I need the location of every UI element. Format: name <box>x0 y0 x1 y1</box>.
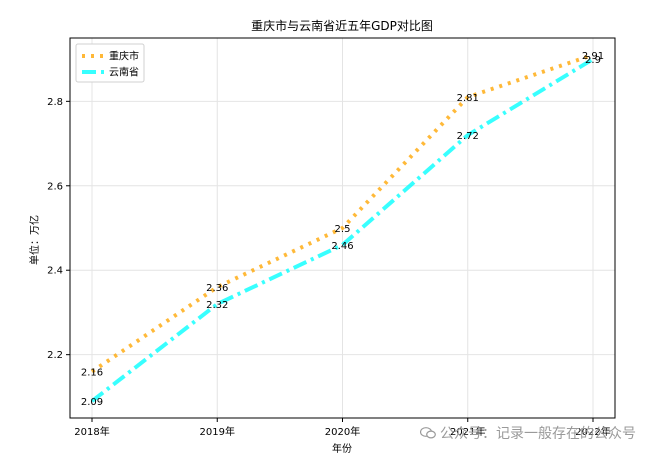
grid-lines <box>70 38 615 418</box>
data-label: 2.16 <box>81 368 103 379</box>
x-tick-label: 2018年 <box>74 425 109 438</box>
axes: 2018年 2019年 2020年 2021年 2022年 2.2 2.4 2.6 2.8 <box>47 37 616 438</box>
y-tick-label: 2.2 <box>47 350 63 361</box>
x-tick-label: 2021年 <box>450 425 485 438</box>
data-labels: 2.16 2.36 2.5 2.81 2.91 2.09 2.32 2.46 2.72 2.9 <box>81 51 604 408</box>
watermark: 公众号：记录一般存在的公众号 <box>419 423 636 443</box>
data-label: 2.81 <box>457 93 479 104</box>
data-label: 2.9 <box>585 55 601 66</box>
data-label: 2.91 <box>582 51 604 62</box>
watermark-text: 公众号：记录一般存在的公众号 <box>440 426 636 442</box>
chart-title: 重庆市与云南省近五年GDP对比图 <box>251 18 433 33</box>
y-tick-label: 2.4 <box>47 266 63 277</box>
data-label: 2.36 <box>206 283 228 294</box>
data-label: 2.5 <box>335 224 351 235</box>
x-tick-label: 2019年 <box>200 425 235 438</box>
data-label: 2.32 <box>206 300 228 311</box>
x-tick-label: 2022年 <box>575 425 610 438</box>
series-line-1 <box>90 53 594 374</box>
data-label: 2.46 <box>331 241 353 252</box>
series-lines <box>90 53 595 403</box>
y-tick-label: 2.6 <box>47 181 63 192</box>
data-label: 2.09 <box>81 397 103 408</box>
y-tick-label: 2.8 <box>47 97 63 108</box>
wechat-icon <box>419 427 436 439</box>
plot-frame <box>69 37 616 419</box>
legend-label: 重庆市 <box>109 50 139 63</box>
x-tick-label: 2020年 <box>325 425 360 438</box>
y-axis-label: 单位：万亿 <box>28 215 41 265</box>
x-axis-label: 年份 <box>332 442 352 455</box>
legend-label: 云南省 <box>109 66 139 79</box>
data-label: 2.72 <box>457 131 479 142</box>
